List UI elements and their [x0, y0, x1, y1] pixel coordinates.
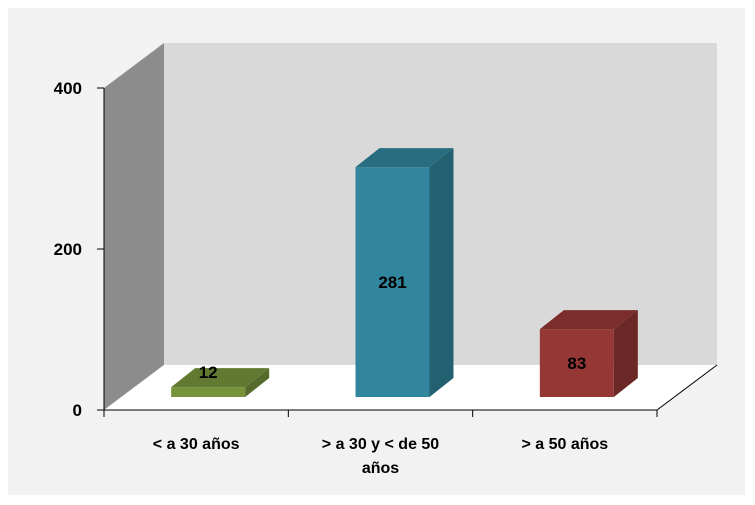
data-label: 83	[567, 354, 586, 373]
bar-top	[355, 148, 454, 168]
chart-side-wall	[104, 43, 164, 410]
y-axis-ticks: 0 200 400	[54, 79, 104, 420]
bar-side	[245, 368, 270, 397]
bar-front	[171, 387, 246, 397]
x-axis-labels: < a 30 años > a 30 y < de 50 años > a 50 añ…	[153, 436, 608, 477]
bar-front	[539, 329, 614, 397]
data-label: 12	[199, 363, 218, 382]
x-category-label: > a 50 años	[521, 436, 608, 453]
y-tick-label: 0	[73, 401, 82, 420]
bar-front	[355, 167, 430, 397]
bar	[539, 310, 638, 397]
x-axis-ticks	[103, 410, 658, 417]
data-label: 281	[378, 273, 406, 292]
bar-top	[539, 310, 638, 330]
bar	[171, 368, 270, 397]
y-tick-label: 400	[54, 79, 82, 98]
x-category-label: < a 30 años	[153, 436, 240, 453]
bar-side	[613, 310, 638, 397]
bar-top	[171, 368, 270, 388]
bar-side	[429, 148, 454, 397]
bar	[355, 148, 454, 397]
x-category-label: > a 30 y < de 50 años	[322, 436, 440, 477]
y-tick-label: 200	[54, 240, 82, 259]
bar-series: 12 281 83	[171, 148, 638, 397]
